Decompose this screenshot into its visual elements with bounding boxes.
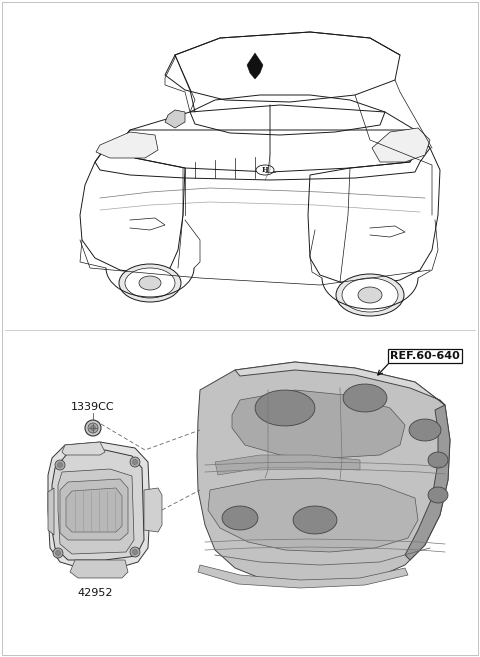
Circle shape (130, 547, 140, 557)
Polygon shape (70, 560, 128, 578)
Text: 42952: 42952 (77, 588, 113, 598)
Circle shape (88, 423, 98, 433)
Polygon shape (48, 442, 150, 568)
Text: H: H (262, 166, 268, 174)
Polygon shape (428, 452, 448, 468)
Polygon shape (62, 442, 105, 455)
Polygon shape (343, 384, 387, 412)
Polygon shape (144, 488, 162, 532)
Polygon shape (372, 128, 430, 162)
Polygon shape (215, 455, 360, 475)
Polygon shape (247, 53, 263, 79)
Polygon shape (208, 478, 418, 552)
Ellipse shape (125, 268, 175, 298)
Polygon shape (222, 506, 258, 530)
Polygon shape (409, 419, 441, 441)
Polygon shape (198, 565, 408, 588)
Polygon shape (197, 362, 450, 585)
Polygon shape (66, 488, 122, 532)
Circle shape (55, 460, 65, 470)
Circle shape (130, 457, 140, 467)
Polygon shape (255, 390, 315, 426)
Circle shape (132, 549, 137, 555)
Polygon shape (232, 390, 405, 458)
Circle shape (58, 463, 62, 468)
Text: 1339CC: 1339CC (71, 402, 115, 412)
Ellipse shape (119, 264, 181, 302)
Polygon shape (96, 132, 158, 158)
Polygon shape (48, 488, 54, 535)
Polygon shape (165, 110, 185, 128)
Ellipse shape (336, 274, 404, 316)
Polygon shape (235, 362, 445, 405)
Circle shape (53, 548, 63, 558)
Circle shape (91, 426, 96, 430)
Polygon shape (60, 479, 128, 540)
Circle shape (132, 459, 137, 464)
Circle shape (56, 551, 60, 556)
Text: REF.60-640: REF.60-640 (390, 351, 460, 361)
Circle shape (85, 420, 101, 436)
Ellipse shape (342, 278, 398, 312)
Polygon shape (58, 469, 134, 554)
Polygon shape (293, 506, 337, 534)
Polygon shape (52, 450, 144, 560)
Ellipse shape (358, 287, 382, 303)
Ellipse shape (139, 276, 161, 290)
Polygon shape (405, 405, 450, 560)
Ellipse shape (256, 165, 274, 175)
Polygon shape (428, 487, 448, 503)
